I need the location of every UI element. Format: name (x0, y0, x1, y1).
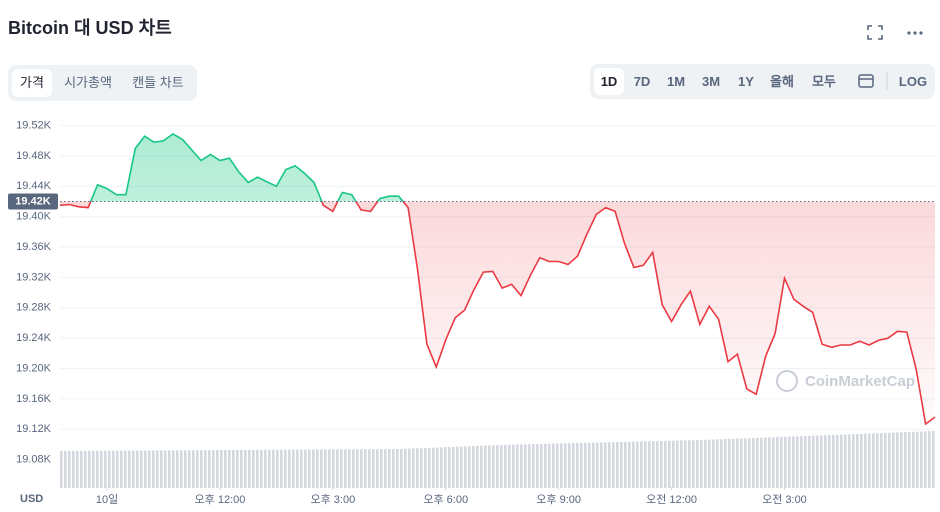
y-tick-label: 19.16K (16, 393, 52, 405)
range[interactable]: 3M (701, 74, 721, 89)
more-icon[interactable] (907, 31, 923, 35)
y-tick-label: 19.52K (16, 119, 52, 131)
price-line-up (89, 132, 405, 202)
unit-label: USD (20, 493, 43, 505)
area-up (60, 133, 935, 202)
range[interactable]: 모두 (812, 74, 836, 89)
tab[interactable]: 가격 (12, 69, 52, 97)
log-toggle[interactable]: LOG (898, 74, 928, 89)
x-tick-label: 오후 6:00 (423, 493, 468, 506)
watermark-text: CoinMarketCap (805, 373, 915, 390)
x-tick-label: 오후 3:00 (310, 493, 355, 506)
tab[interactable]: 캔들 차트 (132, 75, 184, 90)
y-tick-label: 19.08K (16, 454, 52, 466)
y-tick-label: 19.20K (16, 362, 52, 374)
tab[interactable]: 시가총액 (64, 75, 112, 90)
range[interactable]: 1D (594, 68, 624, 95)
range[interactable]: 1M (666, 74, 686, 89)
calendar-icon[interactable] (858, 74, 874, 88)
price-line-down (59, 201, 936, 426)
range[interactable]: 7D (633, 74, 651, 89)
fullscreen-icon[interactable] (867, 25, 883, 40)
y-tick-label: 19.44K (16, 180, 52, 192)
y-tick-label: 19.32K (16, 271, 52, 283)
chart-title: Bitcoin 대 USD 차트 (8, 18, 172, 38)
watermark: CoinMarketCap (776, 370, 915, 392)
y-tick-label: 19.48K (16, 150, 52, 162)
y-tick-label: 19.40K (16, 211, 52, 223)
range[interactable]: 올해 (770, 74, 794, 89)
y-tick-label: 19.24K (16, 332, 52, 344)
x-tick-label: 10일 (96, 492, 118, 506)
area-down (60, 201, 935, 424)
view-tabs: 가격 시가총액 캔들 차트 (8, 65, 197, 101)
x-tick-label: 오후 9:00 (536, 493, 581, 506)
x-tick-label: 오전 3:00 (762, 493, 807, 506)
x-tick-label: 오전 12:00 (646, 493, 697, 506)
y-tick-label: 19.12K (16, 423, 52, 435)
y-tick-label: 19.36K (16, 241, 52, 253)
range-tabs: 1D 7D 1M 3M 1Y 올해 모두 LOG (590, 64, 935, 99)
range[interactable]: 1Y (738, 74, 754, 89)
reference-badge (8, 193, 58, 210)
x-tick-label: 오후 12:00 (195, 493, 246, 506)
volume-bars (60, 431, 935, 488)
reference-label: 19.42K (15, 195, 51, 207)
y-tick-label: 19.28K (16, 302, 52, 314)
